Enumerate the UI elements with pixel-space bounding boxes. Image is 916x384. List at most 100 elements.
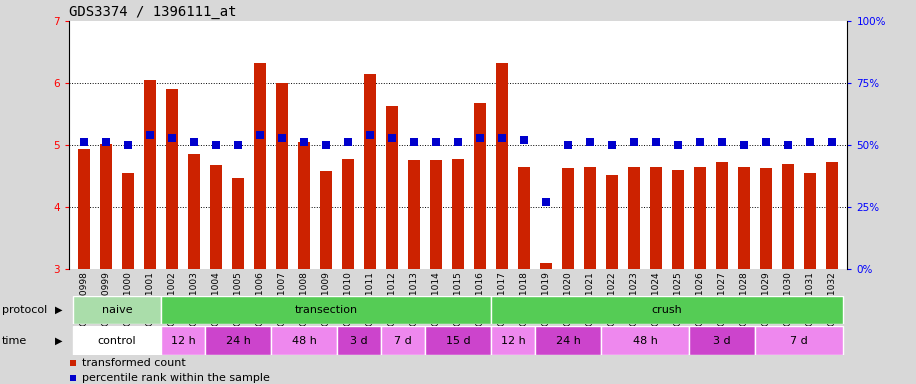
Point	[692, 139, 707, 146]
Bar	[100, 144, 112, 269]
Text: 48 h: 48 h	[633, 336, 658, 346]
Bar	[755, 326, 843, 355]
Bar	[386, 106, 398, 269]
Text: 12 h: 12 h	[501, 336, 526, 346]
Text: 3 d: 3 d	[350, 336, 368, 346]
Bar	[122, 173, 134, 269]
Bar	[144, 80, 156, 269]
Text: 3 d: 3 d	[714, 336, 731, 346]
Text: percentile rank within the sample: percentile rank within the sample	[82, 374, 270, 384]
Point	[65, 376, 80, 382]
Bar	[430, 161, 442, 269]
Point	[583, 139, 597, 146]
Bar	[408, 161, 420, 269]
Point	[319, 142, 333, 148]
Text: GDS3374 / 1396111_at: GDS3374 / 1396111_at	[69, 5, 236, 19]
Bar	[601, 326, 689, 355]
Point	[407, 139, 421, 146]
Point	[385, 134, 399, 141]
Text: 24 h: 24 h	[555, 336, 581, 346]
Text: crush: crush	[651, 305, 682, 315]
Bar	[627, 167, 640, 269]
Bar	[491, 296, 843, 324]
Point	[517, 137, 531, 143]
Point	[539, 199, 553, 205]
Bar	[161, 326, 205, 355]
Bar	[161, 296, 491, 324]
Point	[736, 142, 751, 148]
Text: time: time	[2, 336, 27, 346]
Bar	[689, 326, 755, 355]
Point	[473, 134, 487, 141]
Bar	[205, 326, 271, 355]
Bar	[518, 167, 530, 269]
Point	[649, 139, 663, 146]
Point	[363, 132, 377, 138]
Bar	[381, 326, 425, 355]
Bar	[232, 178, 244, 269]
Text: 15 d: 15 d	[446, 336, 470, 346]
Point	[99, 139, 114, 146]
Bar	[605, 175, 618, 269]
Bar	[425, 326, 491, 355]
Point	[275, 134, 289, 141]
Bar	[782, 164, 794, 269]
Bar	[271, 326, 337, 355]
Point	[341, 139, 355, 146]
Bar	[672, 170, 684, 269]
Bar	[474, 103, 486, 269]
Bar	[583, 167, 596, 269]
Bar	[298, 142, 311, 269]
Bar	[320, 171, 333, 269]
Bar	[649, 167, 662, 269]
Bar	[760, 169, 772, 269]
Bar	[826, 162, 838, 269]
Bar	[491, 326, 535, 355]
Bar	[73, 326, 161, 355]
Point	[495, 134, 509, 141]
Text: ▶: ▶	[55, 305, 62, 315]
Point	[627, 139, 641, 146]
Point	[714, 139, 729, 146]
Bar	[716, 162, 728, 269]
Bar	[804, 173, 816, 269]
Point	[429, 139, 443, 146]
Text: 7 d: 7 d	[790, 336, 808, 346]
Point	[671, 142, 685, 148]
Text: 12 h: 12 h	[170, 336, 195, 346]
Bar	[73, 296, 161, 324]
Point	[561, 142, 575, 148]
Bar	[694, 167, 706, 269]
Point	[187, 139, 202, 146]
Bar	[342, 159, 354, 269]
Text: ▶: ▶	[55, 336, 62, 346]
Point	[824, 139, 839, 146]
Bar	[78, 149, 90, 269]
Bar	[562, 169, 574, 269]
Bar	[166, 89, 178, 269]
Text: protocol: protocol	[2, 305, 47, 315]
Point	[451, 139, 465, 146]
Point	[209, 142, 224, 148]
Bar	[496, 63, 508, 269]
Point	[253, 132, 267, 138]
Bar	[364, 74, 376, 269]
Point	[231, 142, 245, 148]
Bar	[535, 326, 601, 355]
Point	[297, 139, 311, 146]
Point	[165, 134, 180, 141]
Point	[77, 139, 92, 146]
Bar	[540, 263, 552, 269]
Point	[121, 142, 136, 148]
Point	[65, 360, 80, 366]
Point	[780, 142, 795, 148]
Bar	[254, 63, 267, 269]
Bar	[210, 166, 222, 269]
Bar	[452, 159, 464, 269]
Bar	[738, 167, 750, 269]
Text: 7 d: 7 d	[394, 336, 412, 346]
Text: control: control	[98, 336, 136, 346]
Text: 24 h: 24 h	[225, 336, 250, 346]
Text: transformed count: transformed count	[82, 358, 186, 368]
Bar	[276, 83, 289, 269]
